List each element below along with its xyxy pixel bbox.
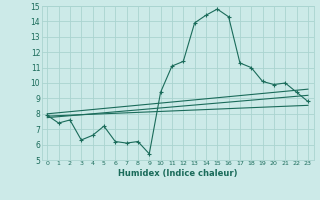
X-axis label: Humidex (Indice chaleur): Humidex (Indice chaleur) [118, 169, 237, 178]
